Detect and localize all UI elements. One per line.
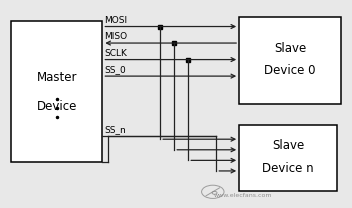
Text: www.elecfans.com: www.elecfans.com	[213, 193, 272, 198]
Text: Device 0: Device 0	[264, 64, 316, 77]
Text: Device: Device	[37, 100, 77, 113]
Text: Slave: Slave	[272, 139, 304, 152]
Text: MISO: MISO	[104, 32, 127, 41]
Text: Master: Master	[37, 71, 77, 84]
Text: SS_n: SS_n	[104, 125, 126, 134]
Bar	[11, 21, 102, 162]
Text: SS_0: SS_0	[104, 66, 126, 74]
Text: Device n: Device n	[262, 162, 314, 175]
Text: MOSI: MOSI	[104, 16, 127, 25]
Text: SCLK: SCLK	[104, 49, 127, 58]
Text: Slave: Slave	[274, 42, 306, 55]
Bar	[239, 17, 341, 104]
Bar	[239, 125, 337, 191]
